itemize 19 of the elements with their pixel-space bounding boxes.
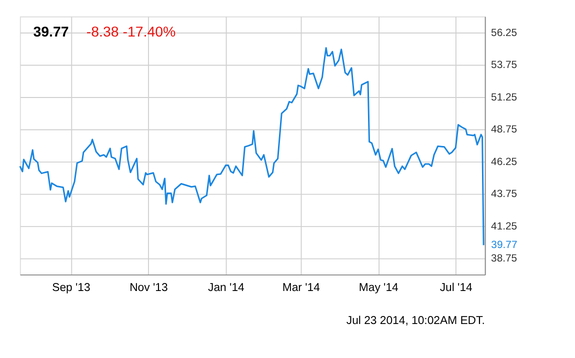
x-tick-label: May '14	[358, 282, 398, 294]
y-tick-label: 41.25	[491, 221, 518, 232]
annotation: 39.77	[491, 240, 518, 252]
y-tick-label: 46.25	[491, 156, 518, 168]
y-tick-label: 56.25	[491, 28, 518, 39]
text: -8.38 -17.40%	[86, 24, 176, 40]
text: 39.77	[33, 24, 69, 40]
x-tick-label: Sep '13	[52, 282, 90, 294]
x-tick-label: Nov '13	[130, 282, 168, 294]
y-tick-label: 51.25	[491, 92, 518, 104]
y-tick-label: 48.75	[491, 124, 518, 136]
x-tick-label: Jul '14	[440, 282, 472, 294]
x-tick-label: Mar '14	[282, 282, 320, 294]
x-tick-label: Jan '14	[208, 282, 244, 294]
text: Jul 23 2014, 10:02AM EDT.	[346, 314, 485, 327]
y-tick-label: 38.75	[491, 254, 518, 265]
line-series	[19, 47, 484, 246]
y-tick-label: 43.75	[491, 189, 518, 200]
y-tick-label: 53.75	[491, 60, 518, 72]
